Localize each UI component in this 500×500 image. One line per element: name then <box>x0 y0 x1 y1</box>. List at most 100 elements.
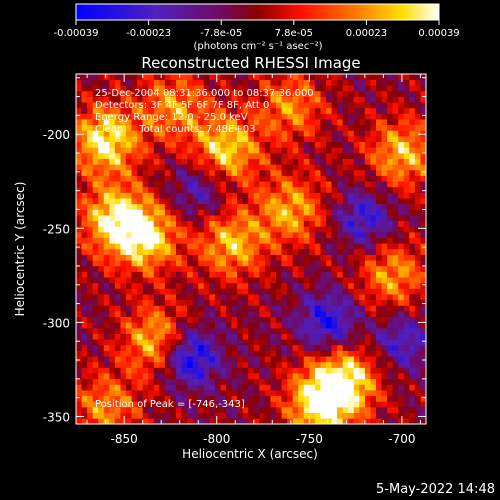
heatmap-cell <box>76 271 82 278</box>
heatmap-cell <box>98 373 105 380</box>
heatmap-cell <box>287 254 293 261</box>
heatmap-cell <box>398 418 405 424</box>
heatmap-cell <box>353 418 360 424</box>
heatmap-cell <box>270 96 277 103</box>
heatmap-cell <box>314 373 321 380</box>
heatmap-cell <box>159 90 166 97</box>
heatmap-cell <box>298 169 305 176</box>
heatmap-cell <box>170 378 177 385</box>
heatmap-cell <box>87 243 93 250</box>
heatmap-cell <box>98 96 105 103</box>
heatmap-cell <box>131 147 138 154</box>
heatmap-cell <box>109 153 116 159</box>
heatmap-cell <box>170 203 177 210</box>
heatmap-cell <box>320 79 327 86</box>
heatmap-cell <box>364 169 371 176</box>
heatmap-cell <box>287 288 293 295</box>
heatmap-cell <box>92 169 99 176</box>
heatmap-cell <box>148 147 155 154</box>
heatmap-cell <box>359 232 366 239</box>
heatmap-cell <box>103 407 110 414</box>
heatmap-cell <box>187 350 193 357</box>
heatmap-cell <box>131 153 138 159</box>
heatmap-cell <box>103 226 110 233</box>
heatmap-cell <box>137 328 143 334</box>
heatmap-cell <box>76 203 82 210</box>
heatmap-cell <box>203 169 210 176</box>
heatmap-cell <box>76 282 82 289</box>
heatmap-cell <box>320 412 327 419</box>
heatmap-cell <box>392 119 399 126</box>
heatmap-cell <box>387 322 393 329</box>
heatmap-cell <box>242 124 249 131</box>
heatmap-cell <box>303 316 310 323</box>
heatmap-cell <box>114 220 121 227</box>
heatmap-cell <box>242 333 249 340</box>
heatmap-cell <box>92 164 99 171</box>
heatmap-cell <box>126 350 132 357</box>
heatmap-cell <box>109 243 116 250</box>
heatmap-cell <box>176 373 182 380</box>
heatmap-cell <box>164 333 171 340</box>
heatmap-cell <box>309 249 316 255</box>
heatmap-cell <box>109 401 116 408</box>
heatmap-cell <box>253 271 260 278</box>
heatmap-cell <box>270 237 277 244</box>
heatmap-cell <box>403 316 410 323</box>
heatmap-cell <box>92 215 99 222</box>
heatmap-cell <box>359 113 366 120</box>
heatmap-cell <box>287 169 293 176</box>
heatmap-cell <box>309 367 316 374</box>
heatmap-cell <box>392 181 399 188</box>
heatmap-cell <box>359 220 366 227</box>
heatmap-cell <box>281 316 288 323</box>
heatmap-cell <box>392 254 399 261</box>
heatmap-cell <box>298 277 305 284</box>
heatmap-cell <box>242 384 249 391</box>
heatmap-cell <box>370 74 377 80</box>
heatmap-cell <box>270 328 277 334</box>
heatmap-cell <box>370 215 377 222</box>
heatmap-cell <box>92 282 99 289</box>
heatmap-cell <box>264 316 271 323</box>
heatmap-cell <box>231 226 238 233</box>
heatmap-cell <box>142 136 149 143</box>
heatmap-cell <box>214 401 221 408</box>
heatmap-cell <box>214 232 221 239</box>
heatmap-cell <box>148 153 155 159</box>
heatmap-cell <box>281 384 288 391</box>
heatmap-cell <box>220 316 227 323</box>
heatmap-cell <box>192 407 199 414</box>
heatmap-cell <box>248 181 255 188</box>
heatmap-cell <box>98 294 105 301</box>
heatmap-cell <box>114 260 121 267</box>
heatmap-cell <box>114 407 121 414</box>
heatmap-cell <box>292 333 299 340</box>
heatmap-cell <box>114 367 121 374</box>
heatmap-cell <box>109 102 116 109</box>
heatmap-cell <box>76 220 82 227</box>
heatmap-cell <box>326 220 332 227</box>
heatmap-cell <box>364 395 371 402</box>
heatmap-cell <box>153 322 160 329</box>
heatmap-cell <box>320 339 327 346</box>
heatmap-cell <box>381 153 388 159</box>
heatmap-cell <box>170 299 177 306</box>
heatmap-cell <box>348 96 355 103</box>
heatmap-cell <box>137 361 143 368</box>
x-axis-label: Heliocentric X (arcsec) <box>182 447 318 461</box>
heatmap-cell <box>398 305 405 312</box>
heatmap-cell <box>292 232 299 239</box>
heatmap-cell <box>170 249 177 255</box>
heatmap-cell <box>192 175 199 182</box>
heatmap-cell <box>326 209 332 216</box>
heatmap-cell <box>87 119 93 126</box>
heatmap-cell <box>370 311 377 318</box>
heatmap-cell <box>253 203 260 210</box>
heatmap-cell <box>170 311 177 318</box>
heatmap-cell <box>348 215 355 222</box>
heatmap-cell <box>198 356 205 363</box>
heatmap-cell <box>320 373 327 380</box>
heatmap-cell <box>364 271 371 278</box>
heatmap-cell <box>381 113 388 120</box>
